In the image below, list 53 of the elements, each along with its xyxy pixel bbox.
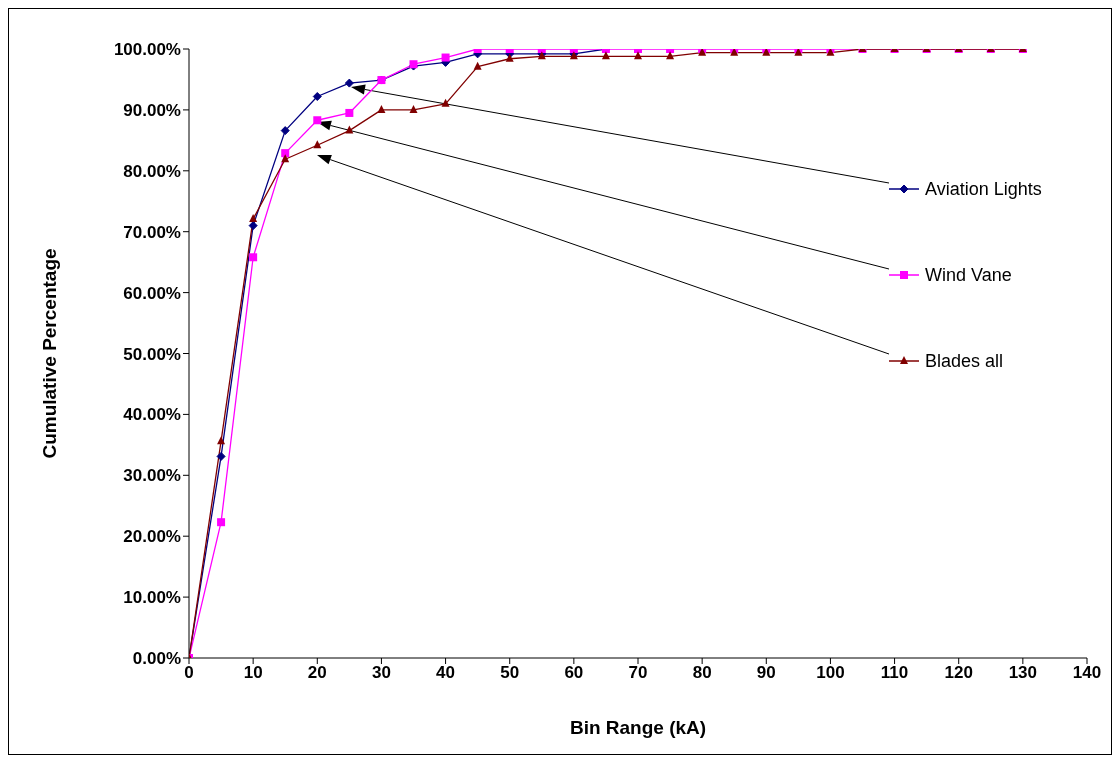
point (666, 51, 675, 60)
x-tick-label: 140 (1072, 663, 1102, 683)
point (280, 126, 290, 136)
x-tick-label: 80 (692, 663, 712, 683)
point (634, 51, 642, 60)
point (601, 51, 610, 60)
point (441, 98, 450, 107)
legend-label: Blades all (925, 350, 1004, 372)
y-tick-label: 50.00% (123, 344, 181, 364)
point (441, 53, 450, 62)
x-tick-label: 30 (371, 663, 391, 683)
point (377, 104, 386, 113)
x-tick-label: 0 (184, 663, 194, 683)
legend-label: Wind Vane (925, 264, 1012, 286)
point (409, 104, 418, 113)
y-tick-label: 80.00% (123, 161, 181, 181)
y-tick-label: 70.00% (123, 222, 181, 242)
x-tick-label: 100 (816, 663, 845, 683)
point (249, 213, 258, 222)
x-tick-label: 40 (436, 663, 456, 683)
point (217, 518, 226, 527)
point (344, 78, 354, 88)
x-tick-label: 70 (628, 663, 648, 683)
y-tick-label: 10.00% (123, 588, 181, 608)
point (473, 61, 482, 70)
y-tick-label: 60.00% (123, 283, 181, 303)
x-tick-label: 50 (500, 663, 520, 683)
point (345, 108, 354, 117)
point (249, 253, 258, 262)
x-tick-label: 110 (880, 663, 909, 683)
y-tick-label: 0.00% (132, 649, 181, 669)
x-axis-title: Bin Range (kA) (569, 717, 707, 738)
x-tick-label: 60 (564, 663, 584, 683)
point (281, 149, 290, 158)
point (345, 125, 354, 134)
y-axis-title: Cumulative Percentage (38, 248, 60, 459)
x-tick-label: 20 (307, 663, 327, 683)
point (217, 436, 226, 445)
y-tick-label: 40.00% (123, 405, 181, 425)
legend-label: Aviation Lights (925, 178, 1042, 200)
point (312, 92, 322, 101)
y-tick-label: 30.00% (123, 466, 181, 486)
y-tick-label: 100.00% (113, 40, 181, 60)
y-tick-label: 20.00% (123, 527, 181, 547)
point (248, 221, 258, 231)
x-tick-label: 130 (1008, 663, 1038, 683)
x-tick-label: 10 (243, 663, 263, 683)
y-tick-label: 90.00% (123, 100, 181, 120)
x-tick-label: 90 (756, 663, 776, 683)
point (216, 451, 226, 461)
point (313, 116, 322, 125)
x-tick-label: 120 (944, 663, 973, 683)
point (505, 53, 514, 62)
